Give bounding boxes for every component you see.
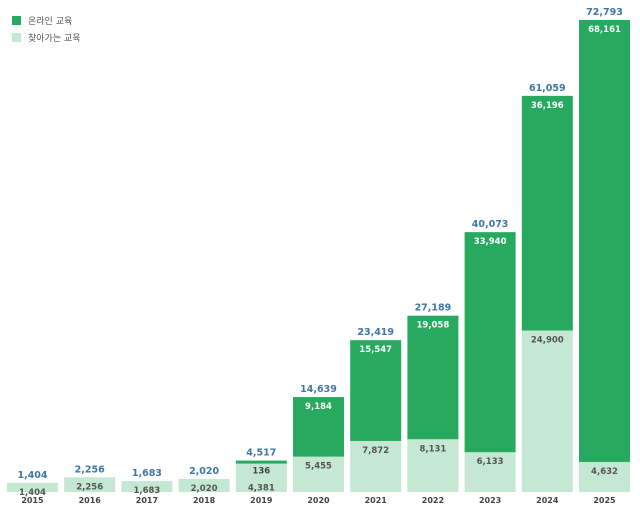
x-tick-2020: 2020 [307, 496, 330, 505]
legend-label-visiting: 찾아가는 교육 [28, 34, 81, 44]
legend-swatch-visiting [12, 33, 21, 42]
bar-online-2024 [521, 95, 573, 331]
bar-visiting-2025 [579, 461, 630, 492]
label-total-2019: 4,517 [246, 448, 276, 459]
label-visiting-2020: 5,455 [305, 462, 332, 472]
bar-visiting-2017 [121, 481, 173, 492]
label-online-2019: 136 [252, 467, 270, 477]
bar-online-2021 [350, 340, 402, 441]
label-total-2024: 61,059 [529, 83, 566, 94]
label-total-2020: 14,639 [300, 384, 337, 395]
x-tick-2016: 2016 [79, 496, 102, 505]
x-tick-2015: 2015 [21, 496, 44, 505]
legend-swatch-online [12, 16, 21, 25]
label-total-2015: 1,404 [17, 470, 47, 481]
label-total-2023: 40,073 [472, 219, 509, 230]
label-total-2022: 27,189 [415, 303, 452, 314]
x-tick-2022: 2022 [422, 496, 444, 505]
label-total-2016: 2,256 [75, 464, 105, 475]
bar-online-2020 [293, 397, 344, 457]
legend-item-visiting: 찾아가는 교육 [12, 29, 81, 46]
label-online-2022: 19,058 [416, 321, 449, 331]
label-visiting-2017: 1,683 [133, 486, 160, 496]
bar-online-2023 [464, 232, 516, 453]
bar-online-2022 [407, 315, 459, 440]
label-total-2025: 72,793 [586, 7, 623, 18]
label-online-2020: 9,184 [305, 402, 332, 412]
legend-label-online: 온라인 교육 [28, 17, 73, 27]
label-visiting-2024: 24,900 [531, 336, 564, 346]
bar-visiting-2022 [407, 439, 459, 492]
label-visiting-2022: 8,131 [419, 444, 446, 454]
label-total-2017: 1,683 [132, 468, 162, 479]
x-tick-2023: 2023 [479, 496, 501, 505]
bar-visiting-2016 [64, 477, 116, 492]
bar-visiting-2023 [464, 452, 516, 492]
label-total-2021: 23,419 [357, 327, 394, 338]
label-visiting-2016: 2,256 [76, 482, 103, 492]
x-tick-2024: 2024 [536, 496, 559, 505]
bar-online-2025 [579, 20, 630, 462]
label-online-2024: 36,196 [531, 101, 564, 111]
x-tick-2017: 2017 [136, 496, 158, 505]
bar-visiting-2020 [293, 456, 344, 492]
label-online-2025: 68,161 [588, 25, 621, 35]
label-visiting-2019: 4,381 [248, 484, 275, 494]
bar-visiting-2021 [350, 440, 402, 492]
label-visiting-2023: 6,133 [477, 457, 504, 467]
x-tick-2021: 2021 [365, 496, 388, 505]
label-total-2018: 2,020 [189, 466, 219, 477]
label-online-2023: 33,940 [474, 237, 507, 247]
bar-online-2019 [235, 460, 287, 464]
label-visiting-2015: 1,404 [19, 488, 46, 498]
legend-item-online: 온라인 교육 [12, 12, 81, 29]
label-online-2021: 15,547 [359, 345, 392, 355]
legend: 온라인 교육 찾아가는 교육 [12, 12, 81, 46]
bar-visiting-2024 [521, 330, 573, 492]
bar-visiting-2018 [178, 478, 230, 492]
x-tick-2018: 2018 [193, 496, 216, 505]
label-visiting-2025: 4,632 [591, 467, 618, 477]
x-tick-2025: 2025 [593, 496, 616, 505]
x-tick-2019: 2019 [250, 496, 273, 505]
bar-visiting-2019 [235, 463, 287, 492]
label-visiting-2021: 7,872 [362, 446, 389, 456]
bar-visiting-2015 [7, 482, 58, 492]
label-visiting-2018: 2,020 [191, 484, 218, 494]
